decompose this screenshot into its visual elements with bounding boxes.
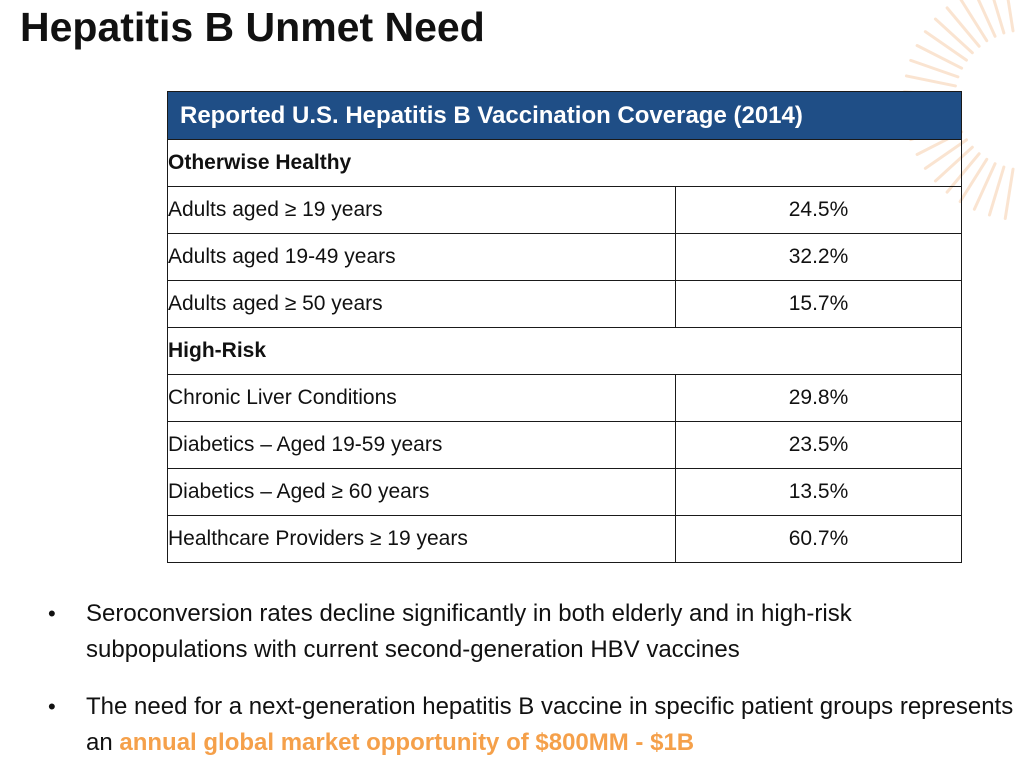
row-value: 32.2%	[675, 233, 962, 281]
sunburst-ray	[915, 44, 964, 70]
row-label: Healthcare Providers ≥ 19 years	[167, 515, 676, 563]
table-row: Chronic Liver Conditions 29.8%	[167, 374, 962, 422]
bullet-item: • The need for a next-generation hepatit…	[48, 689, 1018, 761]
sunburst-ray	[976, 0, 997, 38]
row-value: 15.7%	[675, 280, 962, 328]
bullet-list: • Seroconversion rates decline significa…	[48, 596, 1018, 782]
sunburst-ray	[958, 157, 989, 204]
bullet-text: The need for a next-generation hepatitis…	[86, 693, 1014, 756]
sunburst-ray	[987, 165, 1006, 217]
row-label: Adults aged 19-49 years	[167, 233, 676, 281]
table-row: Healthcare Providers ≥ 19 years 60.7%	[167, 515, 962, 563]
row-label: Chronic Liver Conditions	[167, 374, 676, 422]
sunburst-ray	[945, 6, 981, 48]
bullet-item: • Seroconversion rates decline significa…	[48, 596, 1018, 668]
sunburst-ray	[933, 17, 974, 55]
market-opportunity-highlight: annual global market opportunity of $800…	[119, 729, 695, 756]
row-value: 24.5%	[675, 186, 962, 234]
row-value: 29.8%	[675, 374, 962, 422]
group-row-high-risk: High-Risk	[167, 327, 962, 375]
row-label: Adults aged ≥ 50 years	[167, 280, 676, 328]
sunburst-ray	[909, 58, 960, 79]
sunburst-ray	[972, 162, 997, 211]
sunburst-ray	[959, 0, 989, 43]
row-value: 60.7%	[675, 515, 962, 563]
row-value: 23.5%	[675, 421, 962, 469]
row-label: Adults aged ≥ 19 years	[167, 186, 676, 234]
row-value: 13.5%	[675, 468, 962, 516]
table-row: Diabetics – Aged ≥ 60 years 13.5%	[167, 468, 962, 516]
vaccination-coverage-table: Reported U.S. Hepatitis B Vaccination Co…	[167, 91, 962, 563]
bullet-marker: •	[48, 694, 56, 719]
bullet-text: Seroconversion rates decline significant…	[86, 600, 852, 663]
group-header-otherwise-healthy: Otherwise Healthy	[167, 139, 962, 187]
sunburst-ray	[1006, 0, 1015, 33]
sunburst-ray	[1003, 167, 1015, 221]
row-label: Diabetics – Aged ≥ 60 years	[167, 468, 676, 516]
group-row-otherwise-healthy: Otherwise Healthy	[167, 139, 962, 187]
group-header-high-risk: High-Risk	[167, 327, 962, 375]
sunburst-ray	[904, 74, 957, 88]
table-header: Reported U.S. Hepatitis B Vaccination Co…	[167, 91, 962, 140]
table-row: Adults aged ≥ 19 years 24.5%	[167, 186, 962, 234]
table-header-row: Reported U.S. Hepatitis B Vaccination Co…	[167, 91, 962, 140]
bullet-marker: •	[48, 601, 56, 626]
sunburst-ray	[923, 30, 968, 62]
table-row: Diabetics – Aged 19-59 years 23.5%	[167, 421, 962, 469]
table-row: Adults aged 19-49 years 32.2%	[167, 233, 962, 281]
sunburst-ray	[992, 0, 1006, 35]
slide-title: Hepatitis B Unmet Need	[20, 4, 485, 50]
row-label: Diabetics – Aged 19-59 years	[167, 421, 676, 469]
table-row: Adults aged ≥ 50 years 15.7%	[167, 280, 962, 328]
